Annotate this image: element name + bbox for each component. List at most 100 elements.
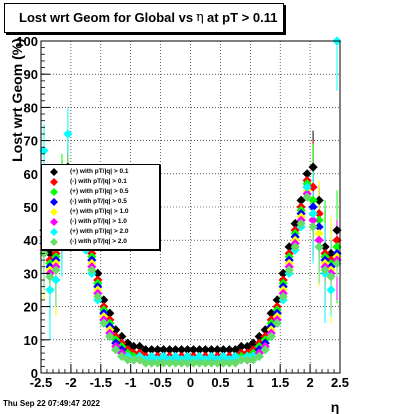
- data-point: [45, 272, 55, 282]
- y-tick-label: 10: [24, 333, 38, 348]
- data-point: [158, 358, 169, 368]
- data-point: [326, 272, 336, 282]
- legend-marker-icon: [50, 178, 58, 186]
- data-point: [332, 242, 342, 252]
- data-point: [230, 358, 240, 368]
- legend-marker-icon: [50, 188, 58, 196]
- data-point: [182, 351, 193, 361]
- data-point: [272, 318, 282, 328]
- data-point: [170, 345, 181, 355]
- x-tick-label: -1: [125, 375, 137, 390]
- data-point: [326, 248, 336, 259]
- data-point: [248, 355, 258, 365]
- data-point: [135, 341, 145, 352]
- y-axis-label: Lost wrt Geom (%): [9, 38, 25, 162]
- legend-label: (+) with pT/|q| > 2.0: [70, 228, 129, 235]
- legend-label: (-) with pT/|q| > 2.0: [70, 238, 127, 245]
- x-tick-label: 2.5: [331, 375, 349, 390]
- y-tick-label: 20: [24, 300, 38, 315]
- data-point: [218, 345, 228, 355]
- data-point: [242, 341, 252, 352]
- data-point: [296, 195, 306, 205]
- legend-marker-icon: [50, 218, 58, 226]
- data-point: [212, 358, 223, 368]
- legend-entry: (-) with pT/|q| > 2.0: [42, 237, 157, 247]
- data-point: [272, 295, 282, 305]
- x-tick-label: -2: [65, 375, 77, 390]
- data-point: [39, 145, 49, 156]
- data-point: [308, 195, 318, 205]
- data-point: [147, 351, 157, 361]
- legend-marker-icon: [50, 208, 58, 216]
- data-point: [51, 265, 61, 275]
- y-tick-label: 70: [24, 134, 38, 149]
- data-point: [158, 345, 169, 355]
- legend-label: (+) with pT/|q| > 0.1: [70, 168, 129, 175]
- data-point: [176, 345, 187, 355]
- data-point: [176, 358, 187, 368]
- data-point: [326, 285, 336, 295]
- legend-entry: (+) with pT/|q| > 1.0: [42, 207, 157, 217]
- data-point: [236, 355, 246, 365]
- data-point: [147, 358, 157, 368]
- data-point: [158, 351, 169, 361]
- data-point: [194, 358, 205, 368]
- data-point: [254, 351, 264, 361]
- x-tick-label: 0: [187, 375, 194, 390]
- x-tick-label: 1: [247, 375, 254, 390]
- data-point: [63, 129, 73, 139]
- data-point: [194, 351, 205, 361]
- data-point: [93, 268, 103, 278]
- x-axis-label: η: [331, 399, 340, 414]
- data-point: [296, 219, 306, 229]
- data-point: [332, 235, 342, 245]
- legend-marker-icon: [50, 228, 58, 236]
- data-point: [129, 355, 139, 365]
- data-point: [218, 351, 228, 361]
- x-tick-label: 1.5: [271, 375, 289, 390]
- x-tick-label: -0.5: [149, 375, 171, 390]
- data-point: [314, 228, 324, 239]
- legend-marker-icon: [50, 168, 58, 176]
- data-point: [194, 345, 205, 355]
- legend-marker-icon: [50, 198, 58, 206]
- data-point: [45, 248, 55, 259]
- data-point: [308, 209, 318, 219]
- legend-label: (-) with pT/|q| > 0.5: [70, 198, 127, 205]
- y-tick-label: 40: [24, 233, 38, 248]
- data-point: [111, 325, 121, 335]
- legend-label: (+) with pT/|q| > 1.0: [70, 208, 129, 215]
- data-point: [51, 275, 61, 285]
- y-tick-label: 30: [24, 266, 38, 281]
- data-point: [314, 222, 324, 232]
- data-point: [314, 215, 324, 225]
- data-point: [99, 295, 109, 305]
- data-point: [290, 219, 300, 229]
- data-point: [308, 202, 318, 212]
- data-point: [164, 345, 175, 355]
- title-text-cut: at pT > 0.11: [207, 10, 278, 25]
- legend-label: (+) with pT/|q| > 0.5: [70, 188, 129, 195]
- data-point: [308, 215, 318, 225]
- data-point: [278, 292, 288, 302]
- data-point: [218, 358, 228, 368]
- data-point: [320, 242, 330, 252]
- data-point: [200, 358, 211, 368]
- legend-entry: (+) with pT/|q| > 0.1: [42, 167, 157, 177]
- data-point: [230, 345, 240, 355]
- data-point: [105, 308, 115, 318]
- data-point: [254, 331, 264, 342]
- data-point: [314, 242, 324, 252]
- data-point: [117, 351, 127, 361]
- legend-entry: (+) with pT/|q| > 2.0: [42, 227, 157, 237]
- y-tick-label: 50: [24, 200, 38, 215]
- data-point: [260, 325, 270, 335]
- legend-entry: (-) with pT/|q| > 0.1: [42, 177, 157, 187]
- data-point: [170, 351, 181, 361]
- x-tick-label: 2: [306, 375, 313, 390]
- x-tick-label: -2.5: [30, 375, 52, 390]
- data-point: [242, 355, 252, 365]
- data-point: [314, 235, 324, 245]
- data-point: [266, 308, 276, 318]
